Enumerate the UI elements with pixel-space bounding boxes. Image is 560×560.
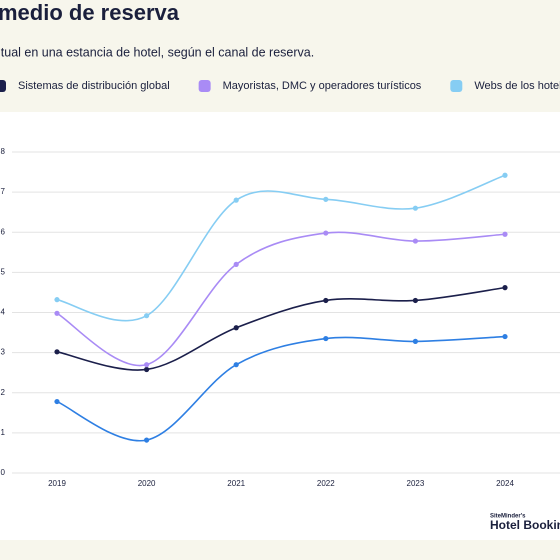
y-tick-label: 4 xyxy=(1,308,6,317)
y-tick-label: 7 xyxy=(1,187,6,196)
data-point xyxy=(233,261,239,267)
data-point xyxy=(54,349,60,355)
data-point xyxy=(502,231,508,237)
data-point xyxy=(323,335,329,342)
y-tick-label: 2 xyxy=(1,388,6,397)
series-line xyxy=(56,335,506,442)
y-tick-label: 8 xyxy=(1,147,6,156)
data-point xyxy=(412,297,418,304)
x-tick-label: 2021 xyxy=(227,479,245,488)
data-point xyxy=(144,366,150,373)
legend-label: Sistemas de distribución global xyxy=(18,80,170,92)
data-point xyxy=(144,362,150,368)
x-tick-label: 2023 xyxy=(407,479,425,488)
data-point xyxy=(412,338,418,344)
y-tick-label: 3 xyxy=(1,348,6,357)
data-point xyxy=(233,197,239,203)
chart-subtitle: itual en una estancia de hotel, según el… xyxy=(0,45,314,59)
series-line xyxy=(56,231,506,367)
data-point xyxy=(54,310,60,316)
data-point xyxy=(502,285,508,291)
legend-label: Mayoristas, DMC y operadores turísticos xyxy=(223,80,422,92)
x-tick-label: 2019 xyxy=(48,479,66,488)
legend-swatch xyxy=(450,80,463,92)
y-tick-label: 6 xyxy=(1,227,6,236)
data-point xyxy=(323,196,329,202)
data-point xyxy=(54,398,60,405)
legend-label: Webs de los hoteles (rese xyxy=(474,80,560,92)
brand: Hotel Bookin xyxy=(490,518,560,532)
y-tick-label: 1 xyxy=(1,428,6,437)
data-point xyxy=(144,437,150,443)
data-point xyxy=(233,362,239,368)
plot-background xyxy=(0,112,560,540)
legend-swatch xyxy=(198,80,211,92)
x-tick-label: 2022 xyxy=(317,479,335,488)
data-point xyxy=(323,230,329,236)
series-line xyxy=(56,174,506,322)
brand-small: SiteMinder's xyxy=(490,514,526,520)
y-tick-label: 5 xyxy=(1,267,6,276)
data-point xyxy=(233,325,239,331)
data-point xyxy=(323,297,329,304)
x-tick-label: 2024 xyxy=(496,479,514,488)
data-point xyxy=(502,172,508,178)
data-point xyxy=(144,313,150,319)
series-line xyxy=(56,286,506,371)
x-tick-label: 2020 xyxy=(138,479,156,488)
y-tick-label: 0 xyxy=(1,468,6,477)
data-point xyxy=(412,205,418,211)
legend-swatch xyxy=(0,80,6,92)
data-point xyxy=(412,238,418,244)
data-point xyxy=(502,333,508,340)
data-point xyxy=(54,297,60,303)
chart-title: medio de reserva xyxy=(0,0,180,25)
